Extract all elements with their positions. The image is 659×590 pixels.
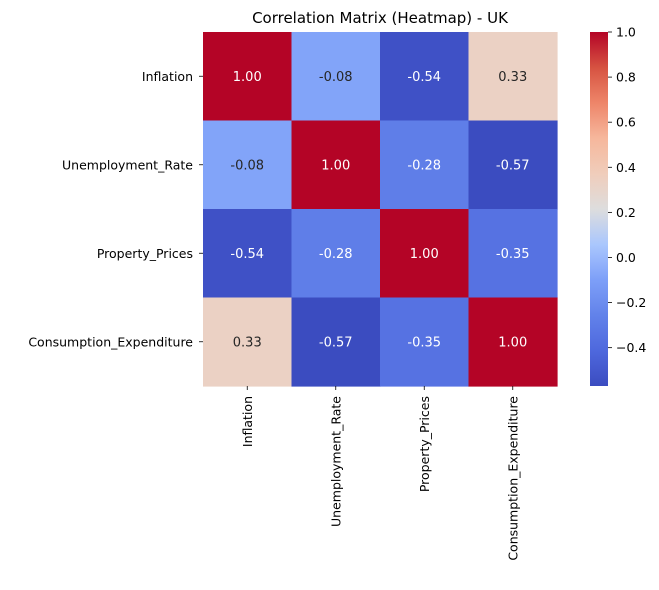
cell-value-label: -0.35 <box>496 247 530 262</box>
cell-value-label: -0.54 <box>407 70 441 85</box>
cell-value-label: -0.28 <box>407 158 441 173</box>
heatmap-cell <box>203 32 293 122</box>
x-tick-labels: Inflation Unemployment_Rate Property_Price… <box>240 386 520 561</box>
colorbar-tick-label: −0.4 <box>616 340 646 355</box>
colorbar-tick-label: 0.0 <box>616 250 636 265</box>
y-tick-label: Unemployment_Rate <box>62 157 193 172</box>
heatmap-cell <box>468 209 558 299</box>
heatmap-annotations: 1.00 -0.08 -0.54 0.33 -0.08 1.00 -0.28 -0.57 -0.… <box>230 70 529 351</box>
colorbar-tick-label: 0.4 <box>616 160 636 175</box>
cell-value-label: -0.57 <box>319 335 353 350</box>
y-tick-label: Property_Prices <box>97 246 193 261</box>
heatmap-cell <box>291 120 381 210</box>
heatmap-cell <box>468 297 558 387</box>
heatmap-cell <box>203 297 293 387</box>
colorbar: 1.0 0.8 0.6 0.4 0.2 0.0 −0.2 −0.4 <box>590 25 646 386</box>
heatmap-cell <box>380 209 470 299</box>
heatmap-cell <box>468 32 558 122</box>
x-tick-label: Property_Prices <box>417 396 432 492</box>
heatmap-cell <box>380 32 470 122</box>
colorbar-tick-label: 0.8 <box>616 70 636 85</box>
cell-value-label: 1.00 <box>233 70 262 85</box>
heatmap-cell <box>291 32 381 122</box>
cell-value-label: -0.54 <box>230 247 264 262</box>
cell-value-label: -0.08 <box>230 158 264 173</box>
y-tick-label: Consumption_Expenditure <box>28 334 193 349</box>
heatmap-cell <box>468 120 558 210</box>
y-tick-labels: Inflation Unemployment_Rate Property_Price… <box>28 69 203 349</box>
cell-value-label: 0.33 <box>498 70 527 85</box>
cell-value-label: 1.00 <box>410 247 439 262</box>
y-tick-label: Inflation <box>142 69 193 84</box>
heatmap-cell <box>291 209 381 299</box>
colorbar-tick-label: 0.2 <box>616 205 636 220</box>
heatmap-cell <box>380 120 470 210</box>
colorbar-gradient <box>590 32 608 386</box>
heatmap-cells <box>203 32 558 387</box>
cell-value-label: -0.08 <box>319 70 353 85</box>
x-tick-label: Unemployment_Rate <box>328 396 343 527</box>
colorbar-tick-label: 0.6 <box>616 115 636 130</box>
cell-value-label: 1.00 <box>321 158 350 173</box>
cell-value-label: 0.33 <box>233 335 262 350</box>
heatmap-cell <box>203 120 293 210</box>
x-tick-label: Consumption_Expenditure <box>505 396 520 561</box>
chart-title: Correlation Matrix (Heatmap) - UK <box>252 9 509 27</box>
heatmap-cell <box>203 209 293 299</box>
colorbar-tick-label: −0.2 <box>616 295 646 310</box>
cell-value-label: 1.00 <box>498 335 527 350</box>
x-tick-label: Inflation <box>240 396 255 447</box>
heatmap-cell <box>291 297 381 387</box>
cell-value-label: -0.57 <box>496 158 530 173</box>
heatmap-cell <box>380 297 470 387</box>
cell-value-label: -0.35 <box>407 335 441 350</box>
colorbar-tick-label: 1.0 <box>616 25 636 40</box>
cell-value-label: -0.28 <box>319 247 353 262</box>
